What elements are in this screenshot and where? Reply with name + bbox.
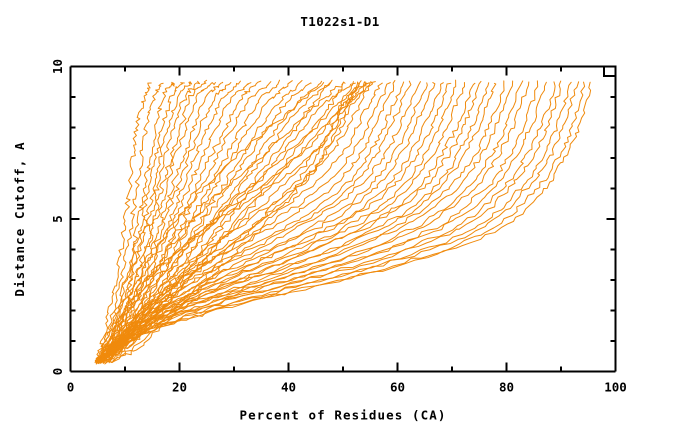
x-tick-label: 40 [281, 380, 296, 395]
axes-group [69, 65, 617, 373]
data-curves-group [94, 79, 592, 365]
data-curve [95, 81, 592, 363]
data-curve [95, 81, 354, 362]
x-tick-label: 0 [67, 380, 75, 395]
data-curve [96, 80, 396, 362]
data-curve [94, 82, 359, 363]
data-curve [102, 79, 333, 362]
data-curve [100, 81, 572, 363]
data-curve [99, 81, 586, 364]
data-curve [97, 82, 325, 362]
data-curve [96, 82, 465, 364]
data-curve [96, 81, 421, 365]
data-curve [95, 82, 152, 364]
corner-square-marker [603, 65, 617, 77]
page-title: T1022s1-D1 [300, 14, 380, 29]
data-curve [100, 81, 224, 363]
data-curve [102, 80, 241, 364]
x-tick-label: 100 [604, 380, 627, 395]
x-tick-label: 20 [172, 380, 187, 395]
data-curve [97, 82, 436, 363]
y-tick-label: 0 [50, 368, 65, 376]
data-curve [97, 80, 562, 363]
data-curve [98, 81, 530, 365]
x-tick-label: 60 [390, 380, 405, 395]
data-curve [95, 81, 216, 364]
y-tick-label: 10 [50, 59, 65, 74]
data-curve [97, 80, 201, 362]
data-curve [94, 82, 185, 362]
data-curve [94, 82, 164, 361]
y-axis-label: Distance Cutoff, A [12, 141, 27, 296]
data-curve [95, 81, 547, 364]
data-curve [96, 81, 176, 362]
x-axis-label: Percent of Residues (CA) [239, 408, 446, 423]
axis-labels-group: 0 20 40 60 80 100 0 5 10 Percent of Residues (CA)… [12, 59, 627, 423]
data-curve [106, 82, 368, 363]
data-curve [99, 81, 331, 364]
data-curve [108, 81, 376, 362]
x-tick-label: 80 [499, 380, 514, 395]
data-curve [98, 82, 391, 363]
y-tick-label: 5 [50, 215, 65, 223]
